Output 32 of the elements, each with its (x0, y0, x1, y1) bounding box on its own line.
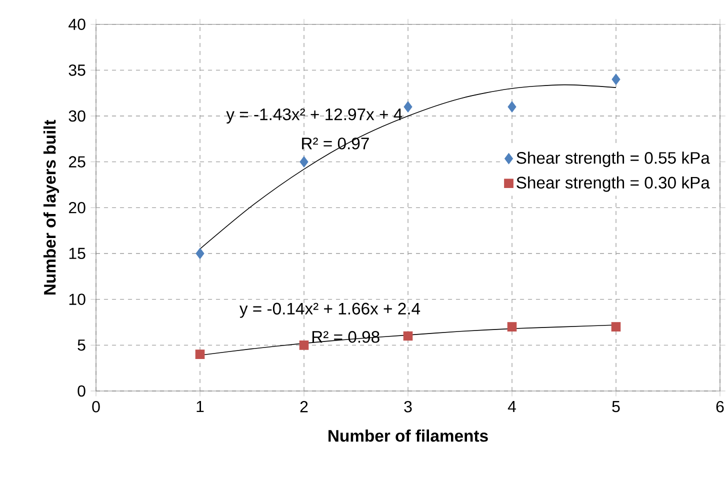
x-axis-title: Number of filaments (328, 430, 488, 442)
x-tick-label: 3 (404, 401, 412, 412)
x-tick-label: 5 (612, 401, 620, 412)
y-tick-label: 15 (69, 248, 86, 260)
x-tick-label: 0 (92, 401, 100, 412)
point (403, 331, 413, 341)
y-tick-label: 20 (68, 202, 86, 214)
point (508, 101, 516, 112)
point (507, 322, 517, 332)
point (195, 350, 205, 359)
legend-label: Shear strength = 0.55 kPa (516, 152, 710, 168)
y-tick-label: 35 (68, 64, 86, 76)
annotation: y = -1.43x² + 12.97x + 4 (226, 108, 402, 124)
legend-label: Shear strength = 0.30 kPa (516, 176, 710, 192)
y-tick-label: 5 (78, 340, 86, 351)
point (611, 322, 621, 332)
y-tick-label: 25 (68, 156, 86, 168)
x-tick-label: 6 (716, 401, 724, 412)
x-tick-label: 1 (196, 401, 204, 412)
y-tick-label: 30 (68, 110, 86, 122)
point (404, 101, 412, 112)
y-tick-label: 0 (78, 385, 86, 397)
annotation: y = -0.14x² + 1.66x + 2.4 (239, 302, 420, 318)
point (612, 74, 620, 85)
point (300, 156, 308, 168)
point (196, 248, 204, 260)
y-axis-title: Number of layers built (43, 120, 60, 295)
y-tick-label: 40 (68, 18, 86, 30)
point (299, 340, 309, 350)
x-tick-label: 2 (300, 401, 308, 412)
y-tick-label: 10 (69, 294, 86, 305)
x-tick-label: 4 (508, 401, 516, 412)
